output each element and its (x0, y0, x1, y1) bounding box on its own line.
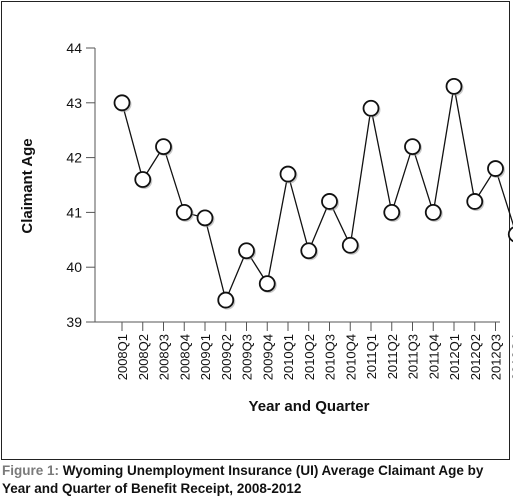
chart-frame (1, 1, 510, 460)
x-tick-label: 2012Q4 (509, 334, 513, 380)
data-point (341, 236, 359, 254)
y-tick-label: 43 (66, 95, 82, 111)
x-tick-label: 2011Q2 (385, 334, 400, 379)
x-tick-label: 2010Q4 (343, 334, 358, 380)
x-tick-label: 2009Q1 (198, 334, 213, 380)
data-point (258, 275, 276, 293)
y-tick-label: 39 (66, 314, 82, 330)
y-tick-label: 42 (66, 150, 82, 166)
y-tick-label: 40 (66, 259, 82, 275)
x-tick-label: 2012Q3 (489, 334, 504, 380)
x-tick-label: 2008Q1 (115, 334, 130, 380)
x-axis: 2008Q1 2008Q2 2008Q3 2008Q4 2009Q1 2009Q2 2009… (95, 321, 513, 380)
figure-caption-text: Wyoming Unemployment Insurance (UI) Aver… (2, 463, 484, 496)
data-point (383, 203, 401, 221)
data-point (404, 138, 421, 156)
data-point (507, 226, 513, 243)
x-tick-label: 2010Q2 (302, 334, 317, 380)
x-tick-label: 2008Q3 (157, 334, 172, 380)
data-point (155, 138, 172, 156)
data-point (113, 94, 131, 112)
series-line (121, 86, 513, 303)
x-tick-label: 2012Q2 (468, 334, 483, 380)
x-tick-label: 2012Q1 (447, 334, 462, 380)
data-point (134, 171, 152, 188)
figure-label: Figure 1: (2, 463, 60, 478)
x-tick-label: 2008Q2 (136, 334, 151, 380)
figure-caption: Figure 1: Wyoming Unemployment Insurance… (2, 462, 510, 498)
x-tick-label: 2011Q1 (364, 334, 379, 379)
x-tick-label: 2009Q3 (240, 334, 255, 380)
x-axis-title: Year and Quarter (249, 398, 370, 415)
x-tick-label: 2011Q3 (406, 334, 421, 379)
data-point (300, 242, 318, 260)
y-axis-title: Claimant Age (19, 138, 36, 233)
data-point (424, 203, 442, 221)
x-tick-label: 2010Q3 (323, 334, 338, 380)
data-point (217, 291, 235, 309)
data-point (487, 160, 504, 177)
data-point (175, 203, 193, 221)
data-point (279, 165, 297, 183)
x-tick-label: 2008Q4 (177, 334, 192, 380)
x-tick-label: 2009Q4 (260, 334, 275, 380)
data-point (321, 193, 338, 210)
data-point (445, 77, 463, 95)
data-point (362, 99, 380, 117)
data-point (466, 193, 484, 210)
y-tick-label: 41 (66, 204, 82, 220)
data-point (196, 209, 214, 227)
x-tick-label: 2011Q4 (426, 334, 441, 379)
y-axis: 39 40 41 42 43 44 (66, 40, 96, 330)
x-tick-label: 2009Q2 (219, 334, 234, 380)
data-point (238, 242, 255, 260)
x-tick-label: 2010Q1 (281, 334, 296, 380)
y-tick-label: 44 (66, 40, 82, 56)
data-points (113, 77, 513, 310)
